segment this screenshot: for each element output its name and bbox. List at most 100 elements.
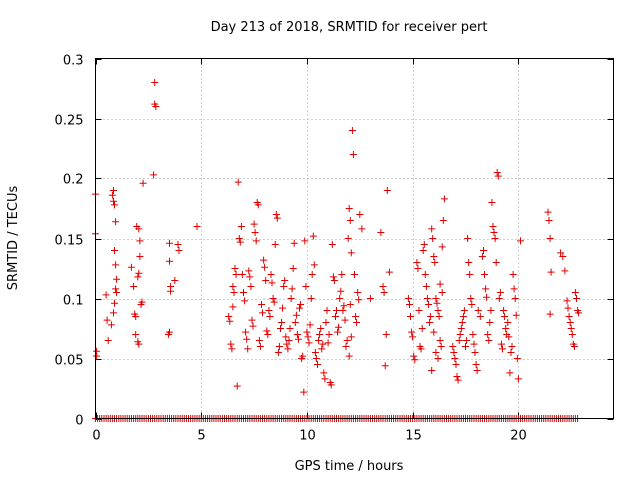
data-point [297, 301, 305, 308]
data-point [323, 307, 331, 314]
data-point [358, 225, 366, 233]
data-point [440, 195, 448, 203]
data-point [356, 211, 364, 218]
data-point [428, 225, 436, 233]
data-point [304, 333, 312, 341]
data-point [366, 295, 374, 302]
data-point [171, 277, 179, 284]
data-point [492, 259, 500, 266]
data-point [251, 229, 259, 236]
data-point [345, 352, 353, 360]
data-point [292, 311, 300, 319]
data-point [315, 337, 323, 344]
data-point [420, 241, 428, 248]
data-point [314, 361, 321, 368]
data-point [250, 220, 258, 228]
data-point [382, 331, 390, 338]
data-point [456, 331, 464, 338]
data-point [135, 340, 143, 348]
data-point [269, 295, 277, 302]
data-point [499, 345, 506, 353]
data-point [337, 287, 345, 295]
data-point [482, 285, 490, 293]
data-point [463, 337, 471, 344]
data-point [432, 295, 440, 302]
data-point [234, 178, 242, 186]
data-point [506, 369, 514, 377]
data-point [285, 337, 293, 344]
data-point [437, 343, 445, 350]
data-point [252, 237, 260, 245]
y-tick-label: 0.15 [55, 234, 84, 249]
data-point [264, 331, 272, 338]
x-tick-label: 0 [92, 429, 100, 444]
data-point [113, 275, 121, 283]
data-point [567, 325, 575, 332]
data-point [434, 355, 442, 362]
data-point [557, 249, 565, 257]
data-point [320, 369, 328, 377]
data-point [564, 304, 572, 312]
data-point [430, 253, 438, 260]
data-point [174, 241, 182, 248]
data-point [339, 307, 347, 314]
data-point [428, 367, 436, 374]
data-point [513, 355, 521, 362]
data-point [135, 225, 143, 233]
data-point [341, 316, 349, 324]
data-point [236, 238, 244, 246]
data-point [336, 295, 344, 302]
data-point [263, 327, 271, 335]
data-point [268, 279, 276, 287]
data-point [301, 237, 309, 245]
data-point [468, 301, 476, 308]
data-point [237, 223, 245, 230]
data-point [490, 229, 498, 236]
data-point [271, 241, 279, 248]
data-point [575, 309, 583, 317]
data-point [457, 325, 465, 332]
data-point [507, 349, 515, 356]
data-point [352, 313, 360, 320]
data-point [411, 356, 419, 364]
data-point [380, 289, 388, 296]
data-point [283, 340, 291, 348]
data-point [152, 103, 160, 110]
data-point [345, 205, 353, 212]
data-point [112, 285, 120, 293]
y-tick-label: 0.2 [63, 173, 84, 188]
data-point [454, 376, 462, 384]
data-point [288, 285, 296, 293]
data-point [261, 263, 269, 271]
data-point [110, 309, 117, 317]
data-point [478, 253, 486, 260]
y-axis-label: SRMTID / TECUs [6, 186, 21, 291]
data-point [509, 271, 517, 278]
data-point [379, 283, 387, 290]
data-point [325, 331, 333, 338]
data-point [151, 79, 159, 86]
data-point [254, 201, 262, 209]
data-point [327, 381, 335, 389]
data-point [334, 328, 342, 336]
data-point [112, 218, 120, 226]
y-tick-label: 0.3 [63, 54, 84, 69]
data-point [427, 313, 435, 320]
data-point [322, 319, 330, 326]
plot-frame [95, 58, 614, 419]
data-point [256, 343, 264, 350]
data-point [108, 191, 116, 199]
data-point [244, 345, 252, 353]
data-point [270, 298, 278, 306]
data-point [274, 349, 282, 356]
data-point [299, 352, 307, 360]
data-point [417, 345, 425, 353]
data-point [511, 295, 519, 302]
data-point [501, 313, 509, 320]
data-point [273, 214, 281, 222]
data-point [508, 343, 516, 350]
data-point [571, 289, 579, 296]
data-point [111, 299, 118, 307]
data-point [255, 337, 263, 344]
data-point [452, 361, 460, 368]
